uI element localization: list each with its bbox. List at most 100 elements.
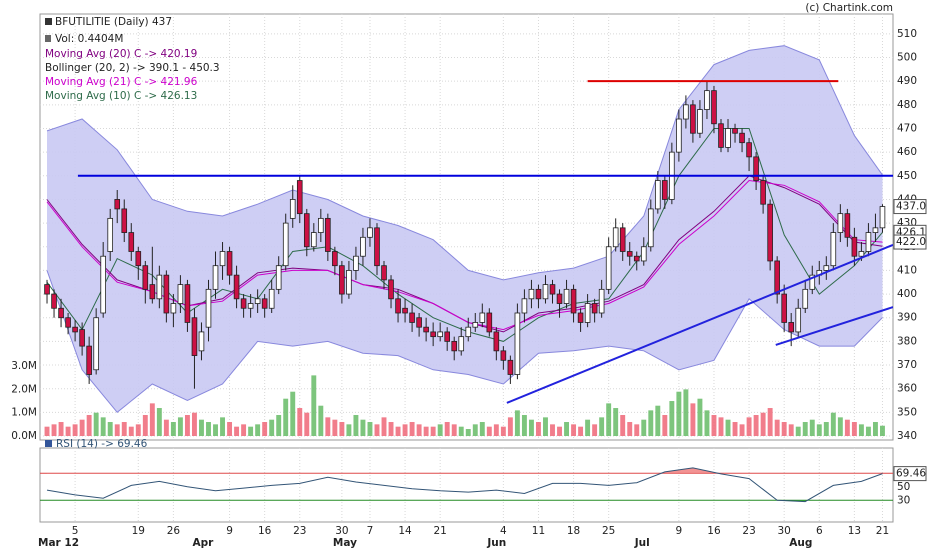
month-label: Jun	[486, 537, 506, 549]
candle-body	[802, 288, 809, 309]
candle-body	[732, 128, 738, 134]
volume-bar	[367, 422, 373, 436]
volume-bar	[788, 424, 794, 436]
candle-body	[65, 317, 71, 328]
volume-bar	[311, 375, 317, 436]
candle-body	[58, 307, 64, 319]
candle-body	[339, 265, 345, 295]
volume-bar	[444, 422, 450, 436]
candle-body	[676, 118, 682, 153]
x-tick-label: 7	[367, 525, 374, 537]
candle-body	[879, 206, 886, 229]
volume-bar	[269, 419, 275, 436]
candle-body	[837, 213, 844, 233]
candle-body	[395, 298, 401, 314]
candle-body	[472, 322, 479, 328]
candle-body	[577, 312, 584, 323]
volume-bar	[676, 391, 682, 436]
candle-body	[690, 104, 696, 134]
rsi-zone-fill	[47, 500, 883, 502]
volume-bar	[865, 426, 871, 436]
y-tick-label: 460	[897, 146, 917, 158]
volume-bar	[479, 422, 485, 436]
candle-body	[683, 104, 689, 120]
candle-body	[254, 298, 261, 304]
legend-entry: Bollinger (20, 2) -> 390.1 - 450.3	[45, 62, 220, 74]
volume-bar	[557, 426, 562, 436]
price-marker-label: 422.0	[896, 236, 926, 248]
x-tick-label: 14	[398, 525, 412, 537]
candle-body	[549, 284, 556, 295]
candle-body	[430, 331, 436, 338]
y-tick-label: 450	[897, 170, 917, 182]
candle-body	[409, 312, 415, 323]
y-tick-label: 490	[897, 75, 917, 87]
volume-bar	[858, 424, 864, 436]
x-tick-label: 4	[500, 525, 507, 537]
volume-bar	[872, 422, 878, 436]
volume-bar	[206, 422, 211, 436]
x-tick-label: 9	[226, 525, 233, 537]
candle-body	[865, 232, 872, 252]
candle-body	[598, 288, 605, 314]
candle-body	[325, 217, 331, 252]
volume-bar	[100, 417, 106, 436]
volume-bar	[227, 422, 233, 436]
volume-bar	[128, 426, 134, 436]
candle-body	[388, 279, 394, 300]
volume-tick-label: 3.0M	[11, 360, 37, 372]
volume-bar	[613, 408, 619, 436]
x-tick-label: 30	[777, 525, 790, 537]
candle-body	[528, 288, 535, 300]
volume-bar	[634, 424, 640, 436]
y-tick-label: 470	[897, 122, 917, 134]
y-tick-label: 350	[897, 406, 917, 418]
volume-bar	[578, 426, 584, 436]
bollinger-upper	[46, 45, 883, 281]
volume-bar	[114, 424, 120, 436]
candle-body	[633, 255, 640, 262]
x-tick-label: 21	[876, 525, 889, 537]
volume-bar	[304, 412, 310, 436]
volume-bar	[627, 422, 633, 436]
volume-bar	[760, 412, 766, 436]
y-tick-label: 410	[897, 264, 917, 276]
volume-bar	[318, 405, 324, 436]
candle-body	[296, 180, 303, 215]
candle-body	[226, 251, 233, 276]
candle-body	[542, 284, 549, 300]
volume-bar	[536, 422, 541, 436]
candle-body	[240, 298, 247, 309]
y-tick-label: 480	[897, 99, 917, 111]
rsi-zone-fill	[47, 467, 883, 474]
volume-bar	[851, 422, 857, 436]
volume-bar	[121, 422, 127, 436]
candle-body	[163, 274, 170, 314]
candle-body	[626, 251, 633, 257]
volume-bar	[149, 403, 155, 436]
candle-body	[718, 123, 724, 148]
price-marker-box	[893, 234, 927, 250]
candle-body	[233, 274, 240, 300]
candle-body	[79, 329, 85, 347]
volume-bar	[620, 415, 626, 436]
candle-body	[268, 288, 275, 309]
volume-bar	[213, 424, 218, 436]
source: (c) Chartink.com	[805, 2, 893, 14]
volume-bar	[44, 426, 50, 436]
candle-body	[275, 265, 282, 290]
price-marker-box	[893, 199, 927, 215]
volume-bar	[199, 419, 204, 436]
volume-bar	[423, 426, 429, 436]
volume-bar	[163, 419, 169, 436]
candle-body	[423, 326, 429, 333]
volume-bar	[493, 424, 499, 436]
candle-body	[303, 213, 310, 248]
x-tick-label: 16	[707, 525, 721, 537]
candle-body	[346, 270, 352, 295]
volume-bar	[177, 417, 183, 436]
volume-bar	[388, 422, 394, 436]
volume-bar	[830, 412, 836, 436]
volume-bar	[837, 417, 843, 436]
volume-bar	[170, 422, 176, 436]
